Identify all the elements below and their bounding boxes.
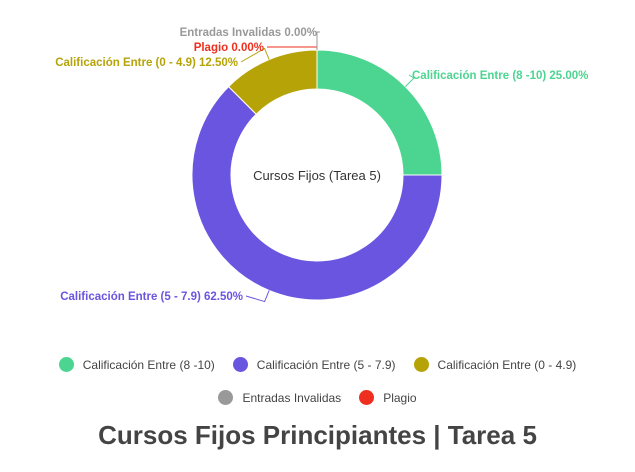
slice-data-label: Calificación Entre (0 - 4.9) 12.50%	[55, 57, 238, 69]
donut-chart: Calificación Entre (8 -10) 25.00% Calific…	[55, 27, 588, 303]
legend-row-1: Calificación Entre (8 -10) Calificación …	[0, 357, 635, 372]
donut-chart-svg: Calificación Entre (8 -10) 25.00% Calific…	[55, 27, 588, 303]
legend-label: Plagio	[383, 390, 417, 405]
legend-item-entradas-invalidas[interactable]: Entradas Invalidas	[218, 390, 341, 405]
slice-leader-line	[316, 31, 320, 50]
legend-item-plagio[interactable]: Plagio	[359, 390, 417, 405]
legend-dot-icon	[218, 390, 234, 405]
donut-center-label: Cursos Fijos (Tarea 5)	[253, 168, 381, 183]
slice-data-label: Entradas Invalidas 0.00%	[180, 27, 317, 39]
legend-dot-icon	[58, 357, 74, 372]
donut-slice[interactable]	[316, 49, 443, 176]
chart-title: Cursos Fijos Principiantes | Tarea 5	[98, 420, 537, 450]
donut-slice[interactable]	[191, 85, 443, 301]
slice-data-label: Calificación Entre (8 -10) 25.00%	[412, 70, 588, 82]
legend-label: Calificación Entre (8 -10)	[82, 357, 215, 372]
slice-leader-line	[405, 74, 415, 87]
legend-label: Calificación Entre (0 - 4.9)	[437, 357, 577, 372]
slice-leader-line	[240, 47, 270, 63]
legend-row-2: Entradas Invalidas Plagio	[0, 390, 635, 405]
slice-leader-line	[267, 46, 318, 50]
legend-label: Entradas Invalidas	[242, 390, 342, 405]
legend-label: Calificación Entre (5 - 7.9)	[256, 357, 396, 372]
legend-item-8-10[interactable]: Calificación Entre (8 -10)	[58, 357, 215, 372]
legend-dot-icon	[232, 357, 248, 372]
slice-data-label: Calificación Entre (5 - 7.9) 62.50%	[60, 291, 243, 303]
slice-leader-line	[245, 290, 270, 303]
slice-data-label: Plagio 0.00%	[194, 42, 264, 54]
legend-item-5-7-9[interactable]: Calificación Entre (5 - 7.9)	[232, 357, 396, 372]
legend-item-0-4-9[interactable]: Calificación Entre (0 - 4.9)	[413, 357, 577, 372]
legend-dot-icon	[413, 357, 429, 372]
legend-dot-icon	[359, 390, 375, 405]
